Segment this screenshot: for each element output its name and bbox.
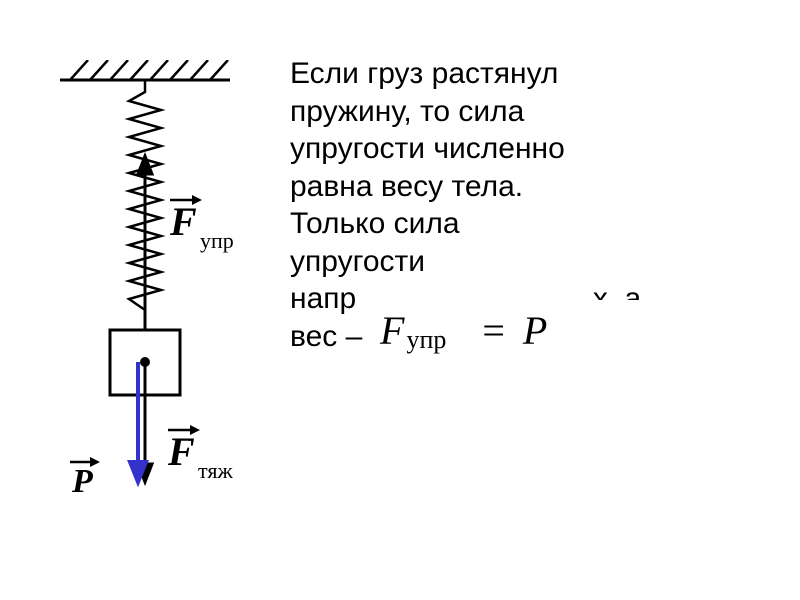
text-line-6: упругости [290, 243, 770, 281]
label-tyazh-sub: тяж [198, 458, 233, 483]
diagram-svg: F упр F тяж P [30, 60, 250, 530]
label-p: P [70, 457, 100, 500]
label-f-tyazh: F тяж [167, 425, 233, 483]
slide-container: F упр F тяж P Если груз растянул пружину… [0, 0, 800, 600]
label-upr-sub: упр [200, 228, 234, 253]
formula-sub: упр [406, 325, 446, 355]
formula-overlay: Fупр = P [380, 300, 660, 360]
label-P-text: P [71, 463, 93, 500]
physics-diagram: F упр F тяж P [30, 60, 250, 530]
text-line-4: равна весу тела. [290, 168, 770, 206]
formula-P: P [523, 307, 547, 354]
formula-F: F [380, 307, 404, 354]
text-line-5: Только сила [290, 205, 770, 243]
text-line-1: Если груз растянул [290, 55, 770, 93]
text-7a: напр [290, 282, 356, 315]
formula-eq: = [482, 307, 505, 354]
ceiling-hatch [70, 60, 228, 80]
text-line-2: пружину, то сила [290, 93, 770, 131]
text-line-3: упругости численно [290, 130, 770, 168]
label-f-upr: F упр [169, 195, 234, 253]
label-F-1: F [169, 199, 197, 244]
label-F-2: F [167, 429, 195, 474]
